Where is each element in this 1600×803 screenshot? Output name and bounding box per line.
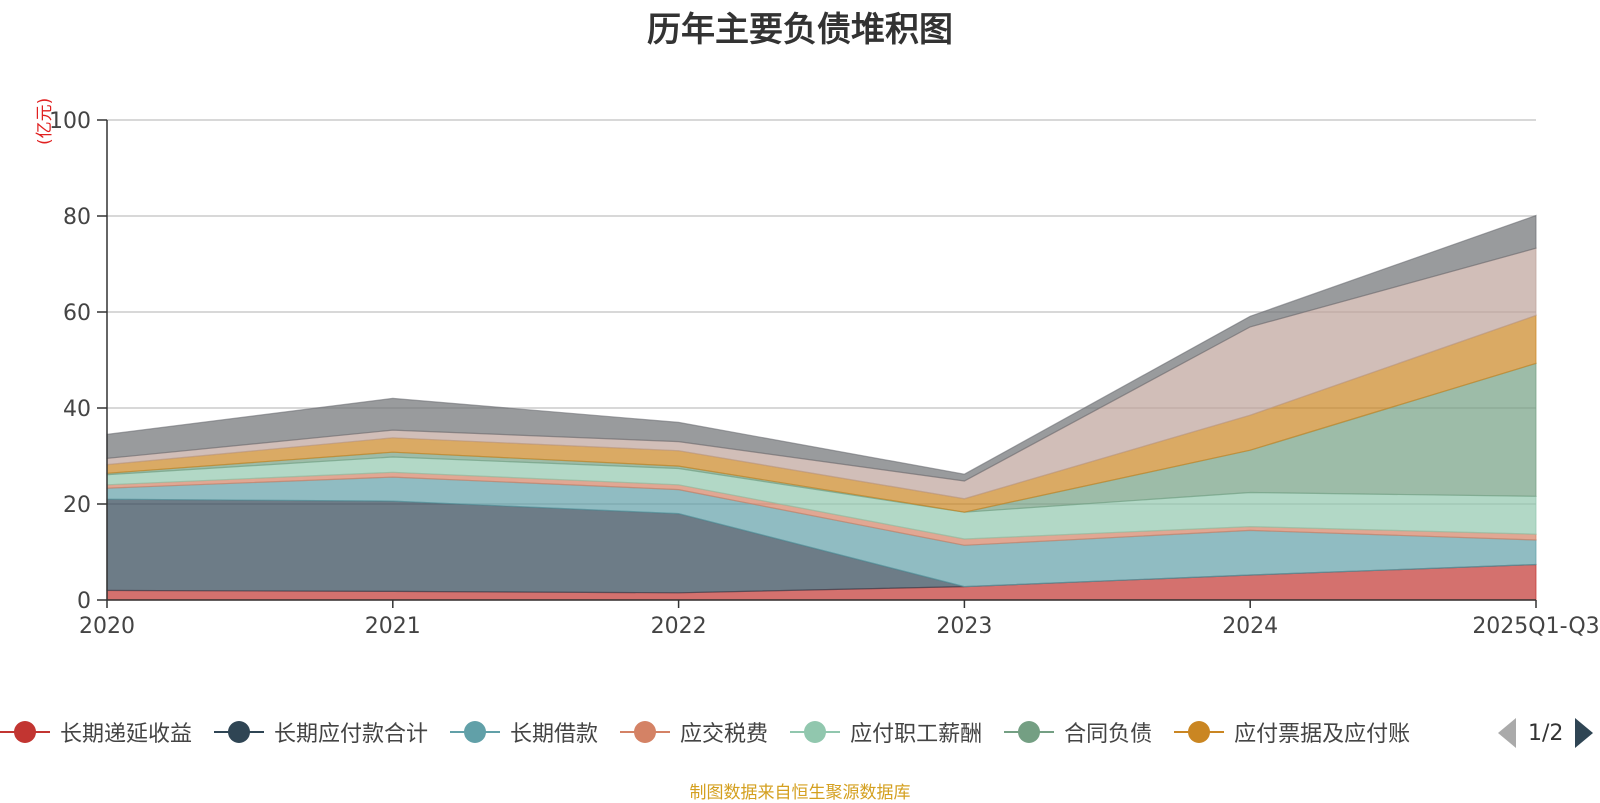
legend-label: 长期应付款合计 — [274, 722, 429, 747]
legend-item[interactable]: 应付票据及应付账 — [1174, 716, 1410, 748]
legend: 长期递延收益 长期应付款合计 长期借款 应交税费 应付职工薪酬 合同负债 应付票据及应付账 — [0, 712, 1600, 752]
legend-marker-icon — [1004, 719, 1055, 745]
legend-label: 应付职工薪酬 — [850, 722, 983, 747]
data-source-note: 制图数据来自恒生聚源数据库 — [689, 783, 911, 803]
legend-page-indicator: 1/2 — [1528, 720, 1564, 746]
legend-item[interactable]: 长期递延收益 — [0, 716, 192, 748]
legend-item[interactable]: 应付职工薪酬 — [790, 716, 982, 748]
x-tick-label: 2020 — [79, 614, 135, 639]
legend-item[interactable]: 长期借款 — [450, 716, 598, 748]
stacked-area-chart: 0 20 40 60 80 100 2020 2021 2022 2023 2024 2025Q1-Q… — [49, 109, 1600, 639]
legend-label: 应付票据及应付账 — [1234, 722, 1411, 747]
legend-marker-icon — [0, 719, 50, 745]
legend-label: 长期借款 — [510, 722, 599, 747]
y-tick-label: 0 — [77, 589, 91, 614]
axes — [97, 119, 1537, 608]
legend-marker-icon — [790, 719, 841, 745]
x-tick-label: 2021 — [365, 614, 421, 639]
x-tick-label: 2023 — [936, 614, 992, 639]
chart-title: 历年主要负债堆积图 — [647, 10, 953, 50]
legend-label: 应交税费 — [680, 722, 769, 747]
legend-marker-icon — [1174, 719, 1225, 745]
legend-item[interactable]: 长期应付款合计 — [214, 716, 428, 748]
area-series-8 — [106, 214, 1537, 482]
y-tick-label: 100 — [49, 109, 91, 134]
y-tick-label: 80 — [63, 205, 91, 230]
legend-next-icon[interactable] — [1575, 718, 1594, 748]
legend-item[interactable]: 合同负债 — [1004, 716, 1152, 748]
y-tick-label: 60 — [63, 301, 91, 326]
x-tick-label: 2025Q1-Q3 — [1472, 614, 1599, 639]
legend-marker-icon — [214, 719, 265, 745]
area-series — [106, 214, 1537, 601]
legend-marker-icon — [450, 719, 501, 745]
y-tick-label: 40 — [63, 397, 91, 422]
legend-prev-icon[interactable] — [1498, 718, 1516, 748]
x-tick-label: 2024 — [1222, 614, 1278, 639]
tick-labels: 0 20 40 60 80 100 2020 2021 2022 2023 2024 2025Q1-Q… — [49, 109, 1600, 639]
legend-label: 长期递延收益 — [60, 722, 193, 747]
legend-pager: 1/2 — [1498, 718, 1594, 748]
legend-label: 合同负债 — [1064, 722, 1153, 747]
legend-marker-icon — [620, 719, 671, 745]
x-tick-label: 2022 — [651, 614, 707, 639]
legend-item[interactable]: 应交税费 — [620, 716, 768, 748]
y-tick-label: 20 — [63, 493, 91, 518]
